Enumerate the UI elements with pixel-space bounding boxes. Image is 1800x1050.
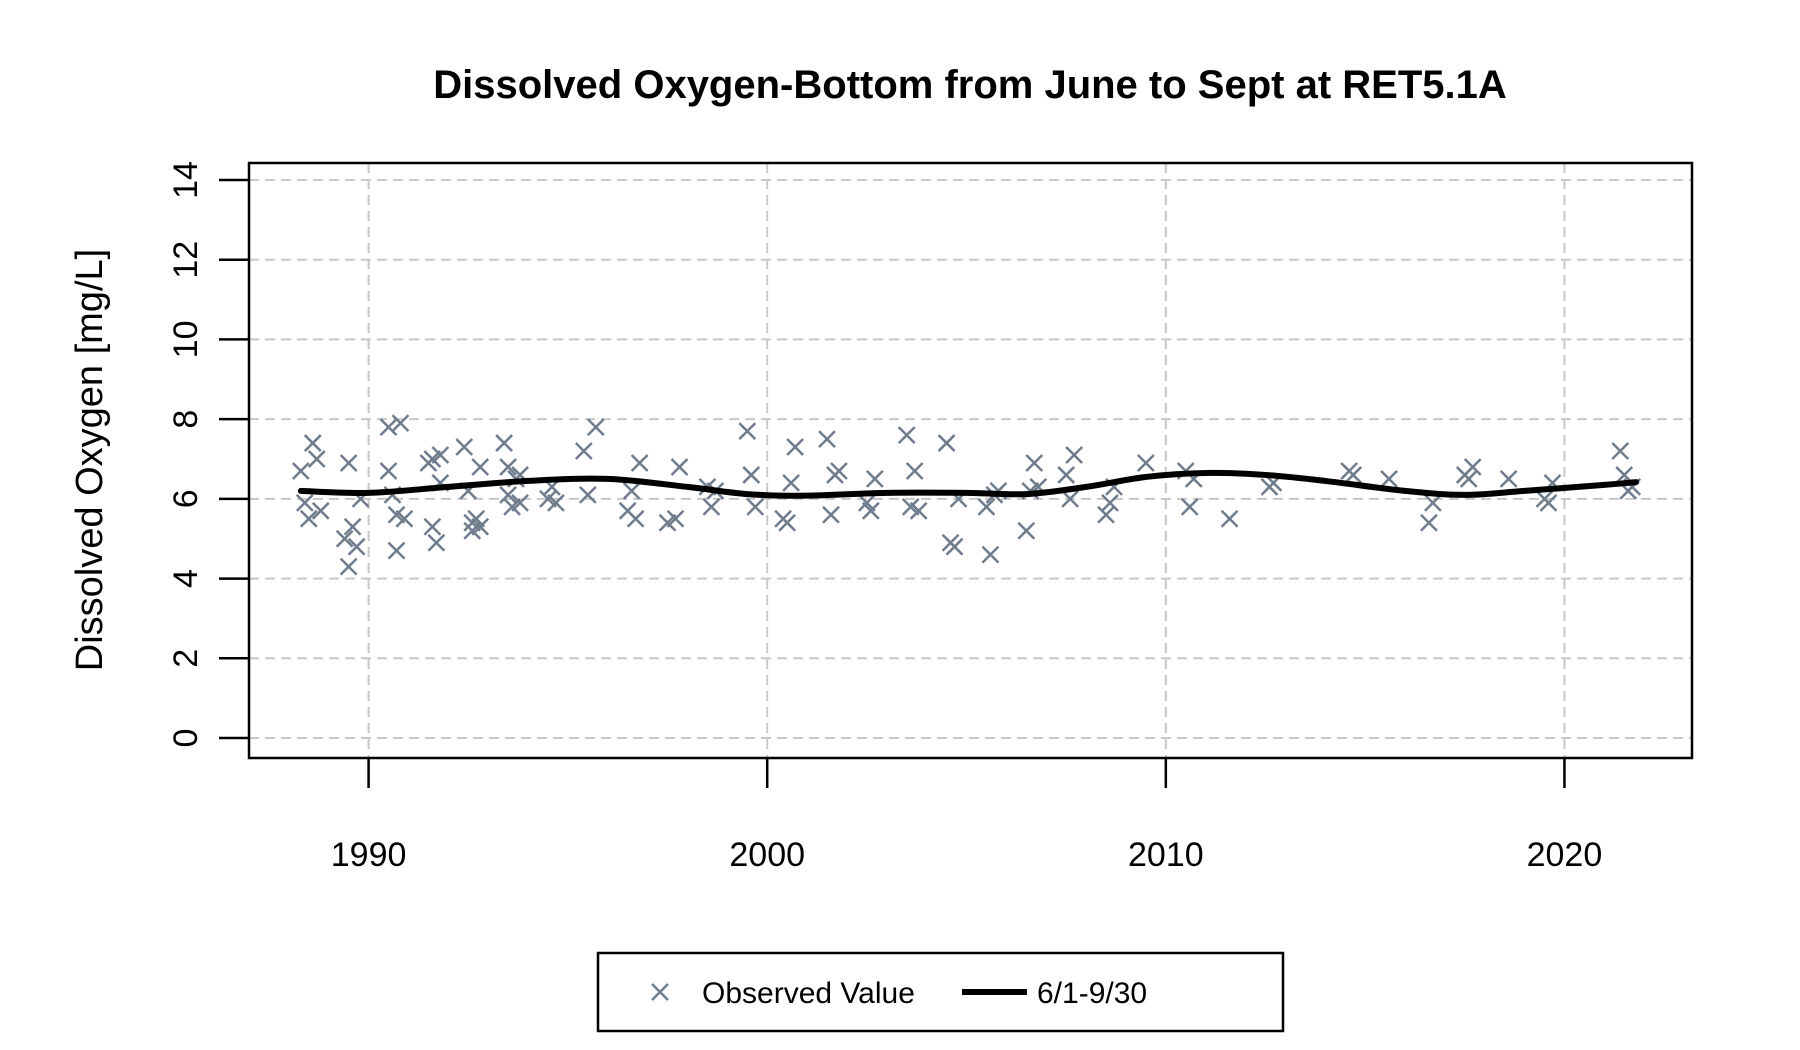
data-point [1539, 493, 1558, 512]
data-point [981, 545, 1000, 564]
data-point [499, 485, 517, 504]
data-point [499, 458, 517, 476]
data-point [343, 517, 362, 536]
data-point [1061, 489, 1080, 508]
y-tick-label: 4 [167, 569, 205, 588]
data-point [455, 438, 474, 456]
data-point [311, 501, 330, 520]
grid [249, 163, 1692, 758]
data-point [1499, 470, 1518, 488]
data-point [1101, 493, 1119, 512]
trend-line-6-1-9-30 [297, 469, 1640, 499]
y-axis: 0 2 4 6 8 10 12 14 [167, 161, 249, 747]
y-tick-label: 10 [167, 321, 205, 359]
data-point [630, 454, 649, 472]
data-point [335, 529, 354, 548]
data-point [778, 513, 797, 532]
data-point [391, 414, 410, 433]
data-point [786, 438, 804, 456]
data-point [1611, 442, 1630, 460]
legend-box [596, 951, 1285, 1033]
data-point [291, 462, 310, 480]
data-point [299, 509, 318, 528]
data-point [830, 462, 848, 480]
x-tick-label: 2000 [729, 836, 805, 874]
data-point [586, 418, 605, 436]
data-point [547, 493, 565, 512]
legend-marker-observed [651, 983, 669, 1001]
data-point [702, 497, 721, 516]
y-tick-label: 6 [167, 489, 205, 508]
data-point [427, 533, 446, 552]
data-point [511, 493, 529, 512]
data-point [937, 434, 956, 452]
data-point [1380, 470, 1398, 488]
data-point [782, 474, 801, 492]
data-point [1420, 513, 1438, 532]
x-tick-label: 2020 [1527, 836, 1603, 874]
data-point [1137, 454, 1155, 472]
data-point [303, 434, 322, 452]
legend-label-observed: Observed Value [702, 977, 915, 1010]
plot-frame [247, 161, 1694, 760]
y-tick-label: 2 [167, 649, 205, 668]
y-tick-label: 0 [167, 729, 205, 748]
data-point [861, 501, 880, 520]
data-point [818, 430, 836, 448]
data-point [909, 501, 928, 520]
data-point [431, 446, 450, 464]
data-point [395, 509, 414, 528]
data-point [822, 505, 840, 524]
data-point [387, 541, 406, 560]
data-point [423, 517, 442, 536]
data-point [578, 485, 597, 504]
data-point [1017, 521, 1036, 540]
y-tick-label: 14 [167, 161, 205, 199]
data-point [670, 458, 689, 476]
data-point [666, 509, 685, 528]
data-point [495, 434, 513, 452]
data-point [347, 537, 366, 556]
chart-title: Dissolved Oxygen-Bottom from June to Sep… [433, 63, 1507, 107]
data-point [574, 442, 593, 460]
data-point [295, 493, 314, 512]
data-point [897, 426, 916, 444]
y-axis-label: Dissolved Oxygen [mg/L] [69, 249, 111, 671]
x-tick-label: 1990 [331, 836, 407, 874]
data-point [865, 470, 884, 488]
data-point [626, 509, 645, 528]
data-point [1097, 505, 1115, 524]
data-point [977, 497, 996, 516]
data-point [339, 557, 358, 576]
observed-points [291, 414, 1642, 576]
data-point [1424, 493, 1442, 512]
data-point [622, 482, 641, 500]
data-point [1180, 497, 1199, 516]
data-point [1025, 454, 1044, 472]
data-point [1220, 509, 1239, 528]
data-point [1459, 470, 1478, 488]
legend-label-trend: 6/1-9/30 [1037, 977, 1147, 1010]
y-tick-label: 8 [167, 410, 205, 429]
x-axis: 1990 2000 2010 2020 [331, 758, 1602, 874]
data-point [1057, 466, 1076, 484]
data-point [905, 462, 924, 480]
y-tick-label: 12 [167, 241, 205, 279]
x-tick-label: 2010 [1128, 836, 1204, 874]
data-point [738, 422, 757, 440]
data-point [307, 450, 326, 468]
data-point [742, 466, 761, 484]
data-point [945, 537, 964, 556]
data-point [339, 454, 358, 472]
data-point [379, 462, 398, 480]
legend: Observed Value 6/1-9/30 [596, 951, 1285, 1033]
data-point [1344, 466, 1363, 484]
data-point [471, 458, 490, 476]
data-point [471, 517, 490, 536]
data-point [1065, 446, 1084, 464]
data-point [379, 418, 398, 436]
data-point [1463, 458, 1482, 476]
data-point [746, 497, 765, 516]
